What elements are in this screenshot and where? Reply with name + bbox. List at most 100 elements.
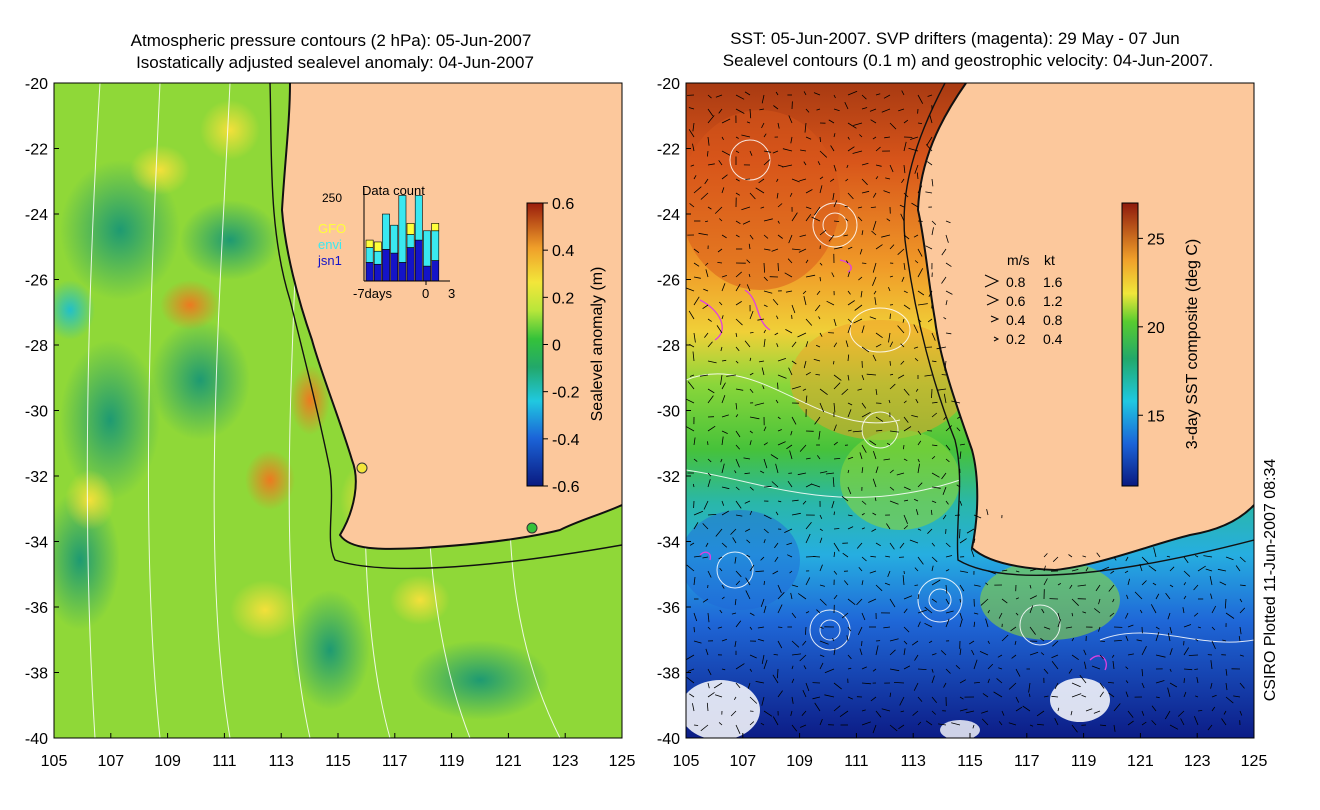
- velocity-arrow: [1210, 682, 1213, 689]
- velocity-arrow: [1077, 584, 1087, 587]
- velocity-arrow: [819, 471, 828, 474]
- velocity-arrow: [1141, 556, 1149, 564]
- velocity-arrow: [803, 296, 807, 306]
- velocity-arrow: [833, 108, 840, 112]
- velocity-arrow: [839, 710, 849, 718]
- velocity-arrow: [707, 626, 711, 630]
- velocity-arrow: [928, 290, 933, 297]
- right-y-tick-label: -32: [657, 469, 680, 486]
- velocity-arrow: [1099, 654, 1104, 660]
- velocity-arrow: [845, 260, 849, 264]
- velocity-arrow: [915, 508, 919, 516]
- tide-gauge-marker: [526, 522, 538, 534]
- velocity-arrow: [802, 640, 807, 646]
- inset-legend-gfo: GFO: [318, 221, 346, 236]
- velocity-arrow: [859, 248, 863, 255]
- velocity-arrow: [927, 318, 933, 323]
- velocity-arrow: [704, 178, 709, 185]
- velocity-arrow: [749, 388, 754, 393]
- velocity-arrow: [748, 273, 751, 278]
- velocity-arrow: [707, 682, 710, 689]
- right-y-tick-label: -36: [657, 600, 680, 617]
- velocity-arrow: [955, 665, 961, 670]
- velocity-arrow: [931, 668, 934, 673]
- velocity-arrow: [847, 486, 852, 495]
- velocity-arrow: [857, 206, 863, 209]
- velocity-arrow: [944, 360, 947, 371]
- velocity-arrow: [782, 148, 793, 152]
- right-y-tick-label: -24: [657, 207, 680, 224]
- velocity-arrow: [861, 402, 867, 409]
- velocity-arrow: [833, 528, 840, 530]
- velocity-arrow: [828, 234, 835, 242]
- velocity-arrow: [772, 674, 779, 684]
- velocity-arrow: [899, 696, 905, 706]
- velocity-arrow: [721, 463, 725, 474]
- left-colorbar-tick-label: 0.6: [552, 196, 574, 213]
- velocity-arrow: [973, 514, 982, 519]
- velocity-arrow: [1169, 566, 1175, 572]
- velocity-arrow: [889, 692, 892, 698]
- velocity-arrow: [805, 533, 811, 544]
- velocity-arrow: [692, 483, 695, 488]
- velocity-arrow: [979, 651, 989, 656]
- velocity-arrow: [1113, 703, 1121, 712]
- velocity-arrow: [903, 400, 907, 404]
- velocity-arrow: [777, 358, 787, 362]
- velocity-arrow: [784, 528, 793, 533]
- left-colorbar-ramp: [526, 202, 544, 487]
- velocity-arrow: [1029, 568, 1037, 572]
- velocity-arrow: [866, 373, 877, 376]
- velocity-arrow: [1098, 626, 1101, 632]
- velocity-arrow: [875, 332, 883, 339]
- velocity-arrow: [842, 552, 849, 558]
- velocity-arrow: [1193, 612, 1199, 617]
- velocity-arrow: [1165, 592, 1171, 600]
- velocity-arrow: [1155, 626, 1160, 630]
- left-colorbar-ticks: 0.6 0.4 0.2 0 -0.2 -0.4 -0.6: [543, 196, 580, 496]
- velocity-arrow: [900, 710, 905, 713]
- velocity-arrow: [875, 645, 879, 656]
- velocity-arrow: [703, 500, 709, 510]
- velocity-arrow: [857, 388, 863, 391]
- velocity-arrow: [875, 542, 881, 547]
- left-colorbar-tick-label: -0.2: [552, 385, 580, 402]
- velocity-arrow: [903, 458, 908, 462]
- inset-bar-GFO: [431, 223, 440, 232]
- velocity-arrow: [858, 276, 863, 281]
- sla-low-blob: [60, 340, 160, 500]
- velocity-arrow: [1112, 598, 1115, 603]
- right-y-tick-label: -28: [657, 338, 680, 355]
- velocity-arrow: [1151, 705, 1157, 712]
- velocity-arrow: [1094, 608, 1101, 614]
- velocity-arrow: [686, 287, 695, 292]
- velocity-arrow: [1040, 637, 1045, 642]
- velocity-arrow: [693, 437, 696, 446]
- velocity-arrow: [735, 271, 742, 278]
- velocity-arrow: [861, 411, 871, 418]
- velocity-arrow: [912, 710, 919, 716]
- velocity-arrow: [804, 122, 807, 133]
- speed-arrow-icon: [984, 274, 1000, 288]
- velocity-arrow: [1195, 638, 1199, 642]
- velocity-arrow: [1029, 584, 1032, 589]
- velocity-arrow: [903, 595, 913, 600]
- velocity-arrow: [931, 556, 938, 563]
- velocity-arrow: [819, 402, 825, 413]
- right-coastline: [916, 83, 1254, 572]
- velocity-arrow: [917, 318, 922, 323]
- velocity-arrow: [1082, 611, 1087, 614]
- right-colorbar-tick-label: 20: [1147, 320, 1165, 337]
- velocity-arrow: [859, 134, 863, 138]
- velocity-arrow: [847, 469, 850, 474]
- velocity-arrow: [931, 401, 938, 404]
- velocity-arrow: [1127, 653, 1134, 656]
- velocity-arrow: [777, 441, 786, 446]
- velocity-arrow: [856, 598, 863, 606]
- velocity-arrow: [771, 248, 779, 252]
- velocity-arrow: [913, 324, 919, 334]
- velocity-arrow: [858, 567, 863, 572]
- velocity-arrow: [749, 108, 752, 119]
- velocity-arrow: [735, 178, 740, 182]
- velocity-arrow: [844, 205, 849, 208]
